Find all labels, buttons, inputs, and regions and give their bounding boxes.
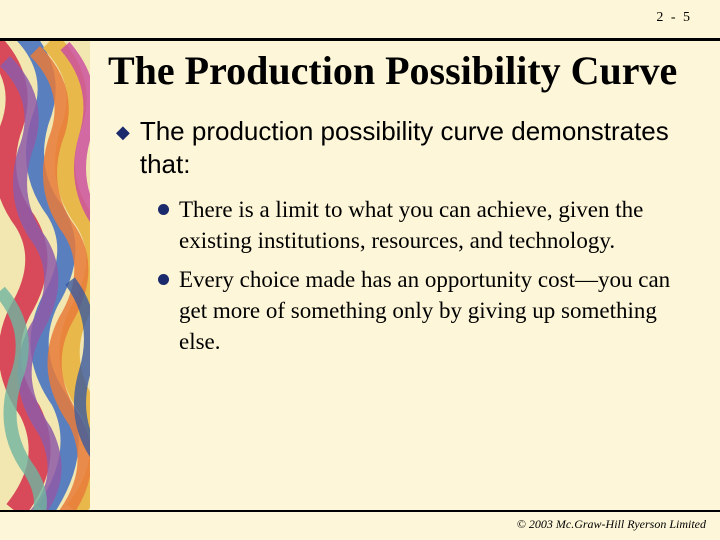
- main-area: The Production Possibility Curve ◆ The p…: [0, 41, 720, 510]
- bullet-level2: Every choice made has an opportunity cos…: [158, 264, 692, 357]
- top-bar: 2 - 5: [0, 0, 720, 38]
- circle-bullet-icon: [158, 274, 169, 285]
- diamond-bullet-icon: ◆: [116, 122, 130, 143]
- page-number: 2 - 5: [656, 10, 692, 26]
- copyright-text: © 2003 Mc.Graw-Hill Ryerson Limited: [0, 512, 720, 532]
- slide-title: The Production Possibility Curve: [108, 49, 692, 93]
- bullet-level1: ◆ The production possibility curve demon…: [116, 115, 692, 180]
- bullet-l2-text: Every choice made has an opportunity cos…: [179, 264, 692, 357]
- circle-bullet-icon: [158, 204, 169, 215]
- footer: © 2003 Mc.Graw-Hill Ryerson Limited: [0, 510, 720, 540]
- bullet-l1-text: The production possibility curve demonst…: [140, 115, 692, 180]
- content-area: The Production Possibility Curve ◆ The p…: [90, 41, 720, 510]
- bullet-level2: There is a limit to what you can achieve…: [158, 194, 692, 256]
- bullet-l2-text: There is a limit to what you can achieve…: [179, 194, 692, 256]
- sidebar-decorative-image: [0, 41, 90, 510]
- abstract-strokes-icon: [0, 41, 90, 510]
